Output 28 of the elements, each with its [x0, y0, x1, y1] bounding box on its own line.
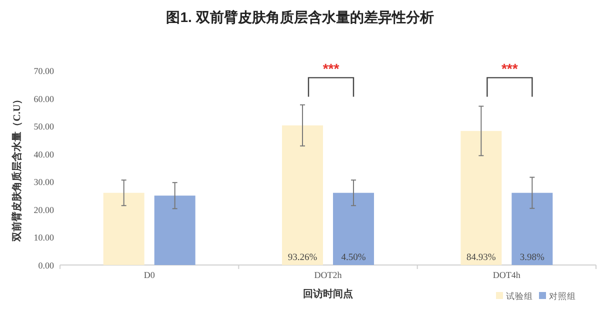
- annotation: 4.50%: [341, 253, 366, 263]
- bar: [282, 125, 323, 265]
- x-tick-label: DOT4h: [492, 270, 521, 280]
- y-tick-label: 70.00: [34, 66, 54, 76]
- bar: [512, 192, 553, 265]
- y-axis-title: 双前臂皮肤角质层含水量（C.U）: [11, 94, 23, 242]
- y-tick-label: 50.00: [34, 122, 54, 132]
- x-tick-label: DOT2h: [314, 270, 342, 280]
- annotation: ***: [322, 60, 340, 77]
- annotation: ***: [501, 60, 518, 77]
- y-tick-label: 40.00: [34, 149, 54, 160]
- annotation: 84.93%: [466, 253, 496, 263]
- x-tick-label: D0: [144, 270, 156, 280]
- y-tick-label: 60.00: [34, 94, 54, 104]
- y-tick-label: 20.00: [34, 204, 54, 215]
- legend-label: 试验组: [506, 291, 533, 301]
- bar: [103, 192, 144, 265]
- annotation: 3.98%: [520, 253, 545, 263]
- bar: [460, 130, 502, 265]
- annotation: 93.26%: [288, 253, 318, 263]
- chart-title: 图1. 双前臂皮肤角质层含水量的差异性分析: [166, 9, 434, 25]
- bar: [154, 196, 196, 265]
- y-tick-label: 10.00: [34, 232, 54, 243]
- bar: [333, 192, 374, 265]
- x-axis-title: 回访时间点: [303, 288, 353, 300]
- y-tick-label: 30.00: [34, 177, 54, 188]
- y-tick-label: 0.00: [38, 260, 54, 270]
- legend-label: 对照组: [549, 291, 576, 301]
